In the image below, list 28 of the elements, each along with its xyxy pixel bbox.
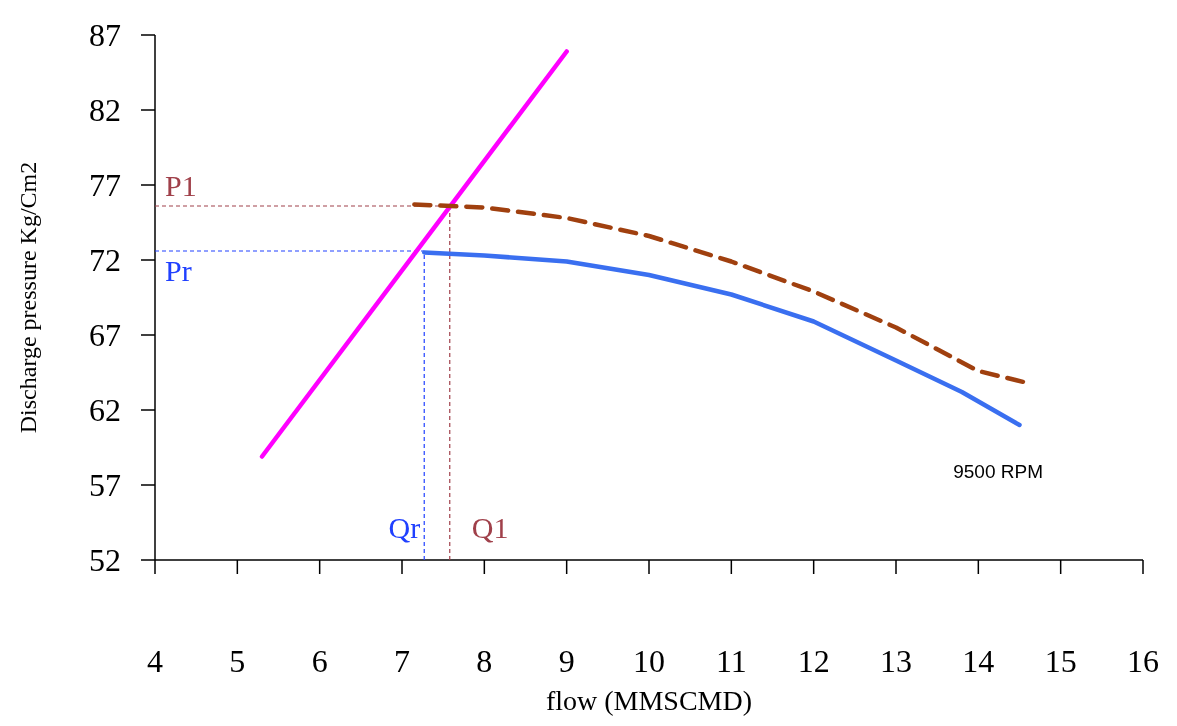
y-tick-label: 67 bbox=[89, 317, 121, 354]
x-tick-label: 13 bbox=[880, 643, 912, 679]
annotation: 9500 RPM bbox=[953, 461, 1043, 482]
series-label: Q1 bbox=[471, 511, 509, 544]
x-tick-label: 11 bbox=[715, 643, 747, 679]
y-tick-label: 62 bbox=[89, 392, 121, 429]
y-tick-label: 77 bbox=[89, 167, 121, 204]
series-label: P1 bbox=[165, 169, 197, 202]
x-tick-label: 15 bbox=[1044, 643, 1077, 679]
y-tick-label: 52 bbox=[89, 542, 121, 579]
x-tick-label: 10 bbox=[633, 643, 665, 679]
x-tick-label: 9 bbox=[558, 643, 575, 679]
y-tick-label: 87 bbox=[89, 17, 121, 54]
series-label: Pr bbox=[165, 254, 192, 287]
x-tick-label: 14 bbox=[962, 643, 995, 679]
x-tick-label: 16 bbox=[1127, 643, 1159, 679]
x-tick-label: 7 bbox=[394, 643, 410, 679]
y-tick-label: 57 bbox=[89, 467, 121, 504]
y-tick-label: 82 bbox=[89, 92, 121, 129]
y-axis-title: Discharge pressure Kg/Cm2 bbox=[15, 161, 41, 434]
series-label: Qr bbox=[388, 511, 421, 544]
y-tick-label: 72 bbox=[89, 242, 121, 279]
x-tick-label: 4 bbox=[147, 643, 163, 679]
x-tick-label: 12 bbox=[797, 643, 830, 679]
x-tick-label: 8 bbox=[476, 643, 493, 679]
x-tick-label: 5 bbox=[229, 643, 246, 679]
x-axis-title: flow (MMSCMD) bbox=[545, 685, 753, 716]
x-tick-label: 6 bbox=[311, 643, 328, 679]
